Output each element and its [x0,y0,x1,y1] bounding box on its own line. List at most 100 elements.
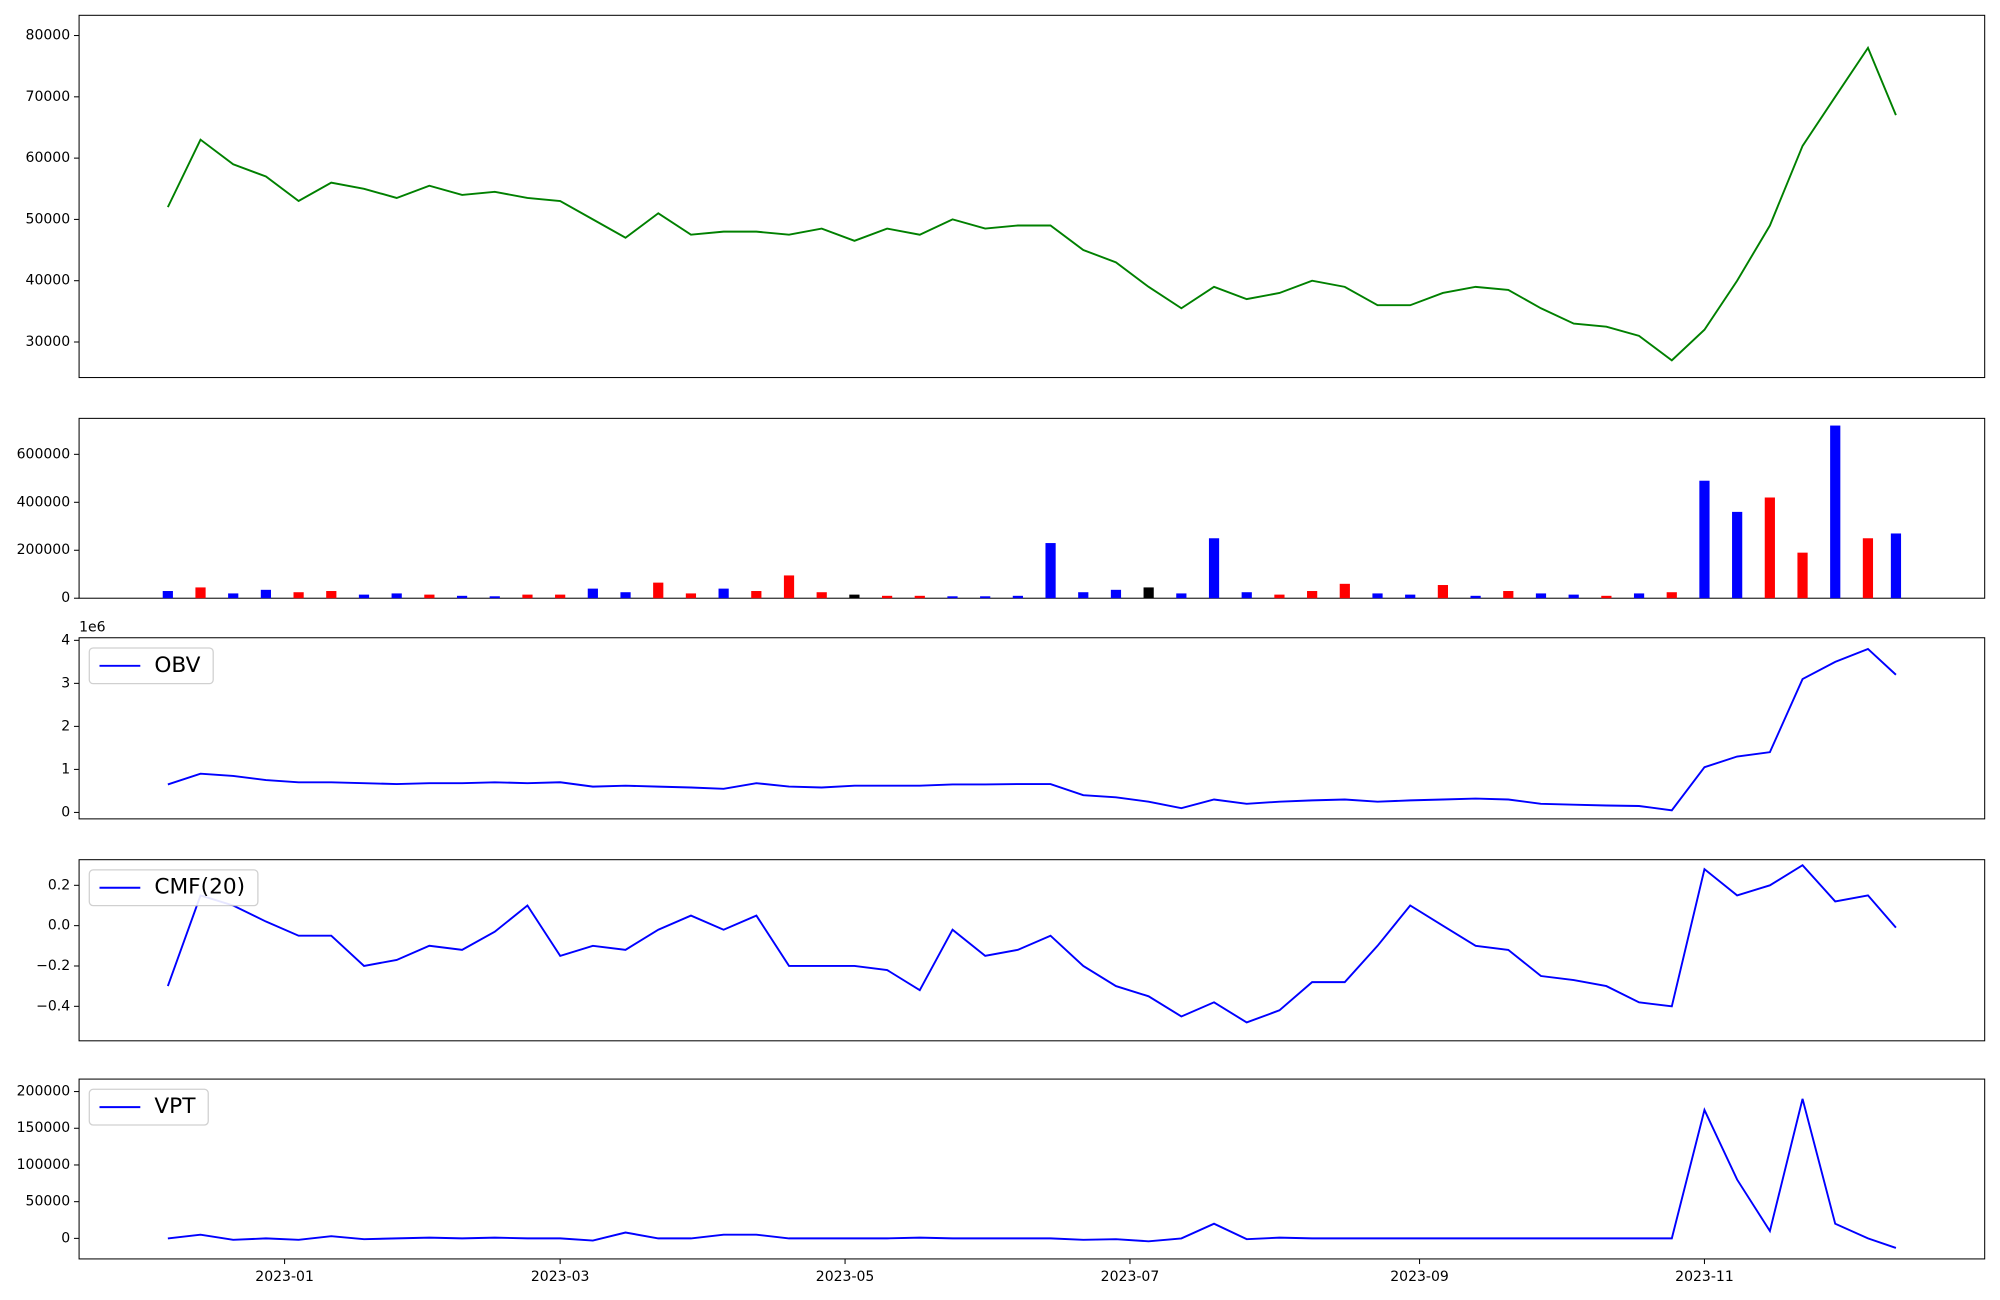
bar [1830,425,1841,599]
bar [1732,511,1743,599]
y-tick-label: 1 [61,761,70,777]
bar [751,591,762,599]
legend-box [88,1088,209,1126]
y-tick-label: −0.4 [36,998,70,1014]
bar [1405,594,1416,599]
bar [783,575,795,599]
y-tick-label: 0 [61,590,70,606]
plot-frame [78,417,1986,599]
bar [1307,591,1318,599]
plot-frame [78,14,1986,379]
bar [881,595,893,599]
y-tick-label: 600000 [17,446,71,462]
y-tick-label: 70000 [26,89,71,105]
bar [1470,595,1481,599]
bar [1143,587,1154,599]
y-tick-label: 30000 [26,334,71,350]
bar [1012,595,1023,599]
y-tick-label: 3 [61,675,70,691]
bar [1274,594,1285,599]
y-tick-label: 400000 [17,494,71,510]
bar [424,594,435,599]
bar [1078,592,1089,599]
y-tick-label: 60000 [26,150,71,166]
y-tick-label: 0 [61,804,70,820]
bar [555,594,566,599]
line-series [166,863,1897,1024]
bar [653,582,664,599]
bar [1890,533,1902,599]
legend-box [88,869,259,907]
bar [947,596,958,599]
y-tick-label: 200000 [17,1084,71,1100]
y-tick-label: 40000 [26,273,71,289]
bar [980,596,991,599]
bar [1503,591,1514,599]
bar [685,593,697,599]
y-tick-label: 0 [61,1230,70,1246]
y-tick-label: 2 [61,718,70,734]
bar [293,592,304,599]
y-tick-label: 4 [61,632,70,648]
bar [522,594,533,599]
bar [1764,497,1775,599]
bar [489,596,500,599]
bar [914,595,925,599]
bar [620,592,631,599]
bar [816,592,827,599]
bar [195,587,206,599]
y-tick-label: 0.0 [48,918,70,934]
bar [1535,593,1547,599]
bar [1699,480,1710,599]
bar [162,591,173,599]
line-series [167,647,1897,812]
y-tick-label: 80000 [26,28,71,44]
bar [260,589,272,599]
bar [1208,538,1220,599]
y-tick-label: 150000 [17,1120,71,1136]
legend-label: OBV [154,653,200,678]
y-tick-label: 0.2 [48,877,70,893]
bar [456,595,468,599]
y-tick-label: −0.2 [36,958,70,974]
bar [1666,592,1677,599]
x-tick-label: 2023-05 [816,1269,875,1285]
bar [1862,538,1874,599]
y-tick-label: 50000 [26,211,71,227]
bar [1601,595,1612,599]
bar [358,594,370,599]
bar [1241,592,1252,599]
y-tick-label: 50000 [26,1194,71,1210]
x-tick-label: 2023-11 [1675,1269,1734,1285]
bar [1045,543,1056,599]
bar [1110,589,1122,599]
legend-label: VPT [154,1094,196,1119]
x-tick-label: 2023-01 [255,1269,314,1285]
y-tick-label: 100000 [17,1157,71,1173]
x-tick-label: 2023-09 [1390,1269,1449,1285]
bar [849,594,860,599]
line-series [166,45,1897,362]
x-tick-label: 2023-03 [531,1269,590,1285]
legend-box [88,647,214,685]
bar [1437,585,1449,599]
bar [1176,593,1187,599]
bar [587,588,598,599]
bar [1568,594,1579,599]
bar [391,593,402,599]
bar [1372,593,1383,599]
bar [1797,552,1808,599]
plot-frame [78,859,1986,1042]
bar [718,588,729,599]
x-tick-label: 2023-07 [1101,1269,1160,1285]
plot-frame [78,1078,1986,1260]
legend-label: CMF(20) [154,875,245,900]
offset-text: 1e6 [79,620,106,636]
plot-frame [78,637,1986,820]
bar [1633,593,1645,599]
y-tick-label: 200000 [17,542,71,558]
bar [228,593,239,599]
line-series [167,1098,1897,1249]
